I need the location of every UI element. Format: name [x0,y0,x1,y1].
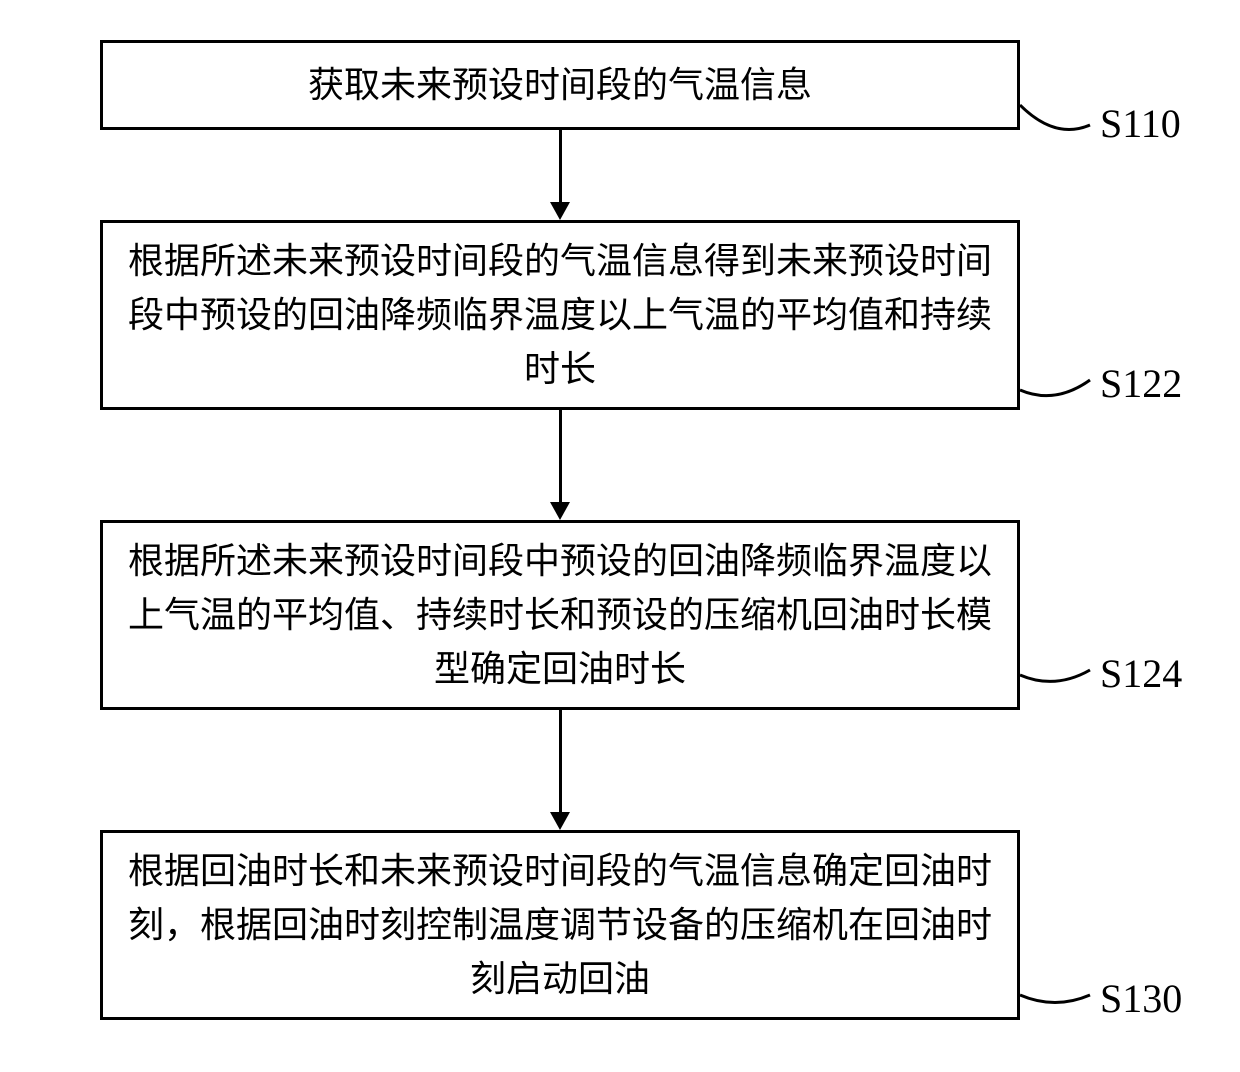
flowchart-connector-curve [1020,105,1090,130]
flowchart-arrow-head-icon [550,202,570,220]
flowchart-box-n1: 获取未来预设时间段的气温信息 [100,40,1020,130]
flowchart-box-text: 根据回油时长和未来预设时间段的气温信息确定回油时刻，根据回油时刻控制温度调节设备… [123,844,997,1006]
flowchart-box-n3: 根据所述未来预设时间段中预设的回油降频临界温度以上气温的平均值、持续时长和预设的… [100,520,1020,710]
flowchart-arrow-line [559,410,562,502]
flowchart-box-text: 根据所述未来预设时间段中预设的回油降频临界温度以上气温的平均值、持续时长和预设的… [123,534,997,696]
flowchart-step-label: S122 [1100,360,1182,407]
flowchart-arrow-head-icon [550,502,570,520]
flowchart-connector-curve [1020,670,1090,681]
flowchart-box-text: 获取未来预设时间段的气温信息 [308,58,812,112]
flowchart-arrow-head-icon [550,812,570,830]
flowchart-step-label: S124 [1100,650,1182,697]
flowchart-arrow-line [559,130,562,202]
flowchart-box-n2: 根据所述未来预设时间段的气温信息得到未来预设时间段中预设的回油降频临界温度以上气… [100,220,1020,410]
flowchart-arrow-line [559,710,562,812]
flowchart-box-n4: 根据回油时长和未来预设时间段的气温信息确定回油时刻，根据回油时刻控制温度调节设备… [100,830,1020,1020]
flowchart-step-label: S130 [1100,975,1182,1022]
flowchart-connector-curve [1020,995,1090,1003]
flowchart-box-text: 根据所述未来预设时间段的气温信息得到未来预设时间段中预设的回油降频临界温度以上气… [123,234,997,396]
flowchart-connector-curve [1020,380,1090,396]
flowchart-step-label: S110 [1100,100,1181,147]
